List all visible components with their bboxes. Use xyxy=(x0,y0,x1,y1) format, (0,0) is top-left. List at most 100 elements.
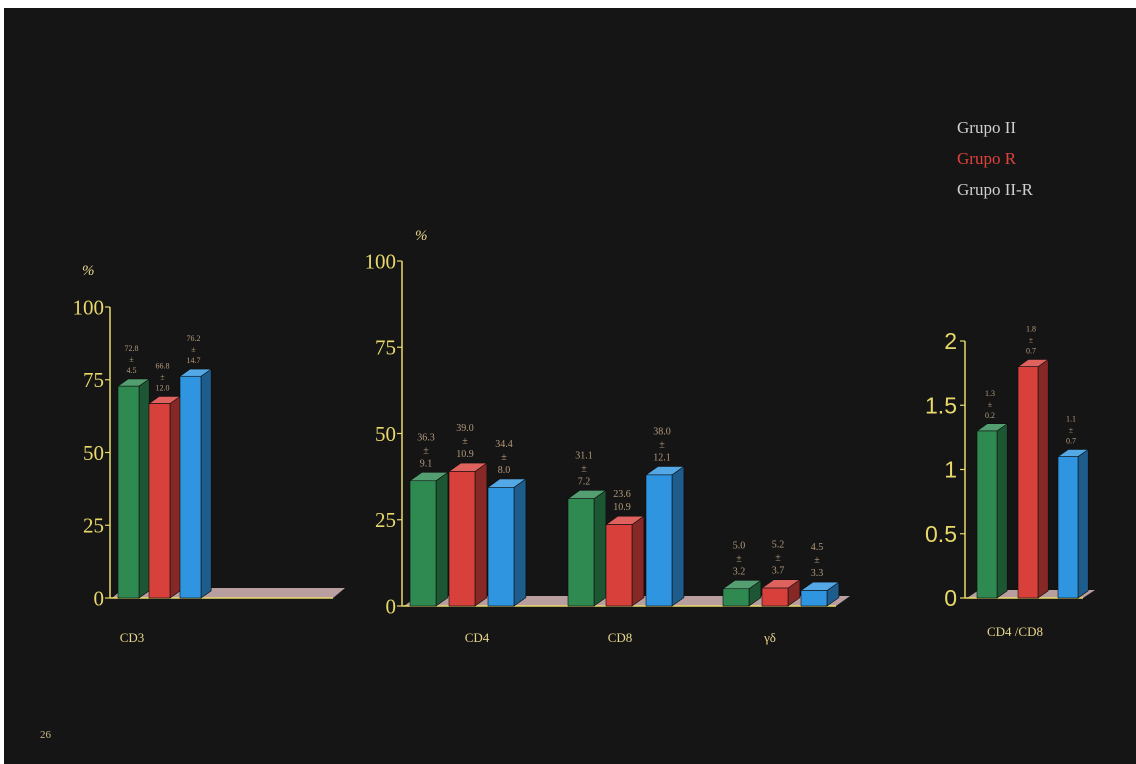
data-label: 4.5 xyxy=(811,542,824,553)
y-axis-label: % xyxy=(82,263,95,279)
data-label: 38.0 xyxy=(653,427,671,438)
data-label: 5.2 xyxy=(772,540,785,551)
y-tick-label: 0 xyxy=(386,594,397,618)
bar-front xyxy=(567,498,595,607)
bar-side xyxy=(671,465,685,607)
bar xyxy=(800,581,840,607)
y-tick-label: 1 xyxy=(944,457,957,483)
data-label: ± xyxy=(581,463,587,474)
bar-side xyxy=(200,368,212,599)
data-label: 0.7 xyxy=(1066,436,1076,445)
legend-item: Grupo R xyxy=(957,149,1017,168)
y-tick-label: 25 xyxy=(83,514,104,538)
data-label: 0.2 xyxy=(985,411,995,420)
bar xyxy=(567,489,607,607)
bar-front xyxy=(1057,456,1079,599)
page-number: 26 xyxy=(40,729,52,741)
bar-front xyxy=(1017,366,1039,599)
y-tick-label: 1.5 xyxy=(925,392,957,418)
data-label: 12.0 xyxy=(156,383,170,392)
bar xyxy=(722,579,762,607)
bar-front xyxy=(976,430,998,599)
y-tick-label: 0.5 xyxy=(925,521,957,547)
bar-side xyxy=(1077,448,1089,599)
bar xyxy=(761,579,801,607)
bar xyxy=(605,515,645,607)
data-label: ± xyxy=(462,436,468,447)
bar xyxy=(1017,358,1050,599)
bar-front xyxy=(761,587,789,607)
bar-side xyxy=(169,395,181,599)
bar xyxy=(1057,448,1090,599)
bar xyxy=(117,378,151,599)
x-category-label: CD8 xyxy=(608,630,633,645)
y-tick-label: 50 xyxy=(375,422,396,446)
y-axis-label: % xyxy=(415,228,428,244)
data-label: 3.7 xyxy=(772,566,785,577)
data-label: ± xyxy=(1029,336,1034,345)
x-category-label: γδ xyxy=(763,630,776,645)
data-label: 3.3 xyxy=(811,568,824,579)
chart-panel-1: 0 25 50 75 100% 72.8 ±4.5 66.8 ±12.0 76.2 ±14.7 CD3 xyxy=(73,263,345,645)
legend-item: Grupo II xyxy=(957,118,1017,137)
data-label: 1.1 xyxy=(1066,414,1076,423)
data-label: ± xyxy=(501,452,507,463)
bar-front xyxy=(645,474,673,607)
bar xyxy=(976,423,1009,599)
data-label: ± xyxy=(988,400,993,409)
data-label: ± xyxy=(191,345,196,354)
bar xyxy=(409,471,449,607)
data-label: 31.1 xyxy=(575,450,593,461)
x-category-label: CD3 xyxy=(120,630,145,645)
y-tick-label: 75 xyxy=(375,336,396,360)
bar-front xyxy=(409,480,437,607)
data-label: ± xyxy=(423,445,429,456)
y-tick-label: 0 xyxy=(944,585,957,611)
y-tick-label: 100 xyxy=(73,295,105,319)
data-label: ± xyxy=(775,553,781,564)
data-label: 23.6 xyxy=(613,489,631,500)
bar xyxy=(645,465,685,607)
bar-side xyxy=(996,423,1008,599)
data-label: 34.4 xyxy=(495,439,513,450)
data-label: 0.7 xyxy=(1026,347,1036,356)
bar xyxy=(148,395,182,599)
data-label: 7.2 xyxy=(578,476,591,487)
chart-panel-2: 0 25 50 75 100% 36.3 ±9.1 31.1 ±7.2 5.0 ±3.2 39.0 ±1… xyxy=(365,228,850,645)
bar-front xyxy=(117,385,140,599)
bar-side xyxy=(138,378,150,599)
data-label: ± xyxy=(160,372,165,381)
data-label: ± xyxy=(659,440,665,451)
data-label: 10.9 xyxy=(456,449,474,460)
data-label: ± xyxy=(129,355,134,364)
data-label: ± xyxy=(736,553,742,564)
data-label: 5.0 xyxy=(733,540,746,551)
data-label: 1.8 xyxy=(1026,325,1036,334)
bar-front xyxy=(179,375,202,599)
bar-side xyxy=(435,471,449,607)
bar-front xyxy=(148,403,171,599)
x-category-label: CD4 /CD8 xyxy=(987,624,1043,639)
bar xyxy=(487,478,527,607)
bar xyxy=(448,462,488,607)
data-label: 4.5 xyxy=(127,366,137,375)
y-tick-label: 25 xyxy=(375,508,396,532)
chart-panel-3: 0 0.5 1 1.5 2 1.3 ±0.2 1.8 ±0.7 1.1 ±0.7 CD4 /CD8 xyxy=(925,325,1095,639)
bar-side xyxy=(513,478,527,607)
bar-front xyxy=(722,588,750,607)
data-label: 8.0 xyxy=(498,465,511,476)
bar xyxy=(179,368,213,599)
data-label: 72.8 xyxy=(125,344,139,353)
y-tick-label: 50 xyxy=(83,441,104,465)
data-label: 36.3 xyxy=(417,432,435,443)
data-label: 66.8 xyxy=(156,361,170,370)
data-label: 10.9 xyxy=(613,502,631,513)
bar-side xyxy=(474,462,488,607)
bar-front xyxy=(605,524,633,607)
bar-side xyxy=(1037,358,1049,599)
y-tick-label: 100 xyxy=(365,249,397,273)
x-category-label: CD4 xyxy=(465,630,490,645)
data-label: 9.1 xyxy=(420,458,433,469)
data-label: ± xyxy=(814,555,820,566)
bar-side xyxy=(593,489,607,607)
